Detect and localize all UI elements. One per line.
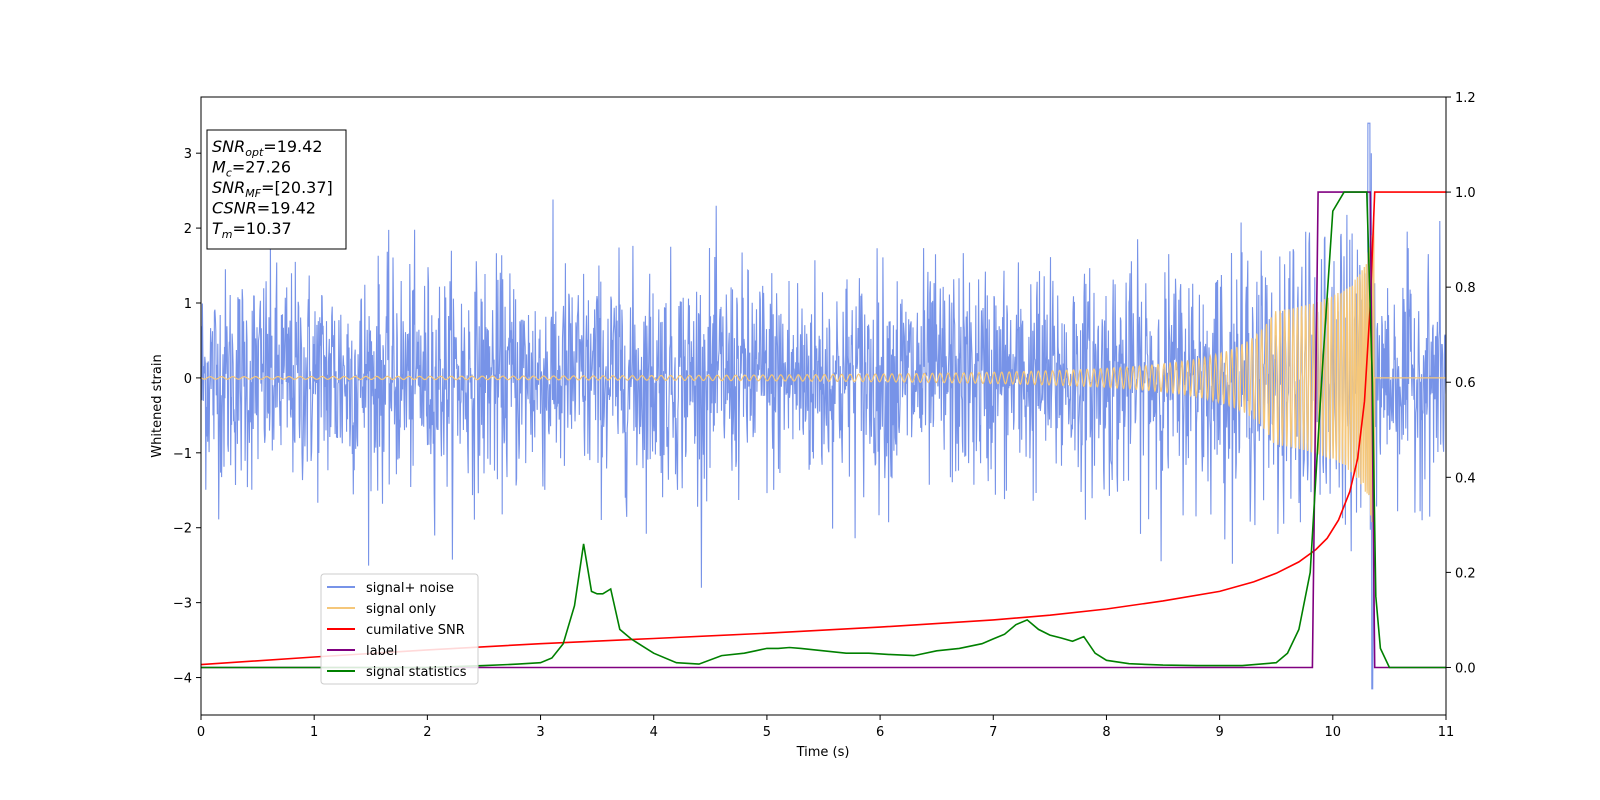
right-y-axis: 0.0 0.2 0.4 0.6 0.8 1.0 1.2 — [1446, 91, 1476, 676]
x-tick-label: 11 — [1438, 725, 1455, 740]
right-y-tick-label: 0.6 — [1455, 376, 1476, 391]
series-line-signal-noise — [201, 122, 1446, 690]
info-symbol: M — [212, 158, 226, 177]
right-y-tick-label: 0.0 — [1455, 661, 1476, 676]
info-subscript: m — [222, 228, 233, 241]
info-symbol: SNR — [212, 178, 245, 197]
x-tick-label: 1 — [310, 725, 318, 740]
info-subscript: MF — [245, 187, 261, 200]
left-y-tick-label: 3 — [184, 147, 192, 162]
info-line: Mc=27.26 — [212, 158, 291, 180]
x-tick-label: 10 — [1325, 725, 1342, 740]
x-tick-label: 9 — [1215, 725, 1223, 740]
right-y-tick-label: 1.2 — [1455, 91, 1476, 106]
x-tick-label: 2 — [423, 725, 431, 740]
info-symbol: SNR — [212, 137, 245, 156]
legend-item-label: cumilative SNR — [366, 623, 465, 638]
x-tick-label: 6 — [876, 725, 884, 740]
info-value: =27.26 — [232, 158, 291, 177]
left-y-tick-label: 2 — [184, 222, 192, 237]
legend-frame — [320, 573, 479, 685]
legend-item-label: signal only — [366, 602, 436, 617]
info-subscript: c — [226, 167, 232, 180]
left-y-tick-label: −1 — [173, 447, 192, 462]
info-box: SNRopt=19.42Mc=27.26SNRMF=[20.37]CSNR=19… — [206, 129, 347, 250]
info-box-frame — [206, 129, 347, 250]
plot-frame — [200, 96, 1447, 716]
left-y-axis: −4 −3 −2 −1 0 1 2 3 — [173, 147, 201, 687]
info-line: CSNR=19.42 — [212, 199, 316, 218]
series-layer — [201, 122, 1446, 690]
info-value: =[20.37] — [261, 178, 333, 197]
x-tick-label: 0 — [197, 725, 205, 740]
info-value: =10.37 — [233, 219, 292, 238]
right-y-tick-label: 1.0 — [1455, 186, 1476, 201]
left-y-tick-label: −2 — [173, 522, 192, 537]
x-tick-label: 4 — [650, 725, 658, 740]
x-axis: 0 1 2 3 4 5 6 7 8 9 10 11 — [197, 715, 1454, 740]
info-line: SNRopt=19.42 — [212, 137, 323, 159]
series-line-signal-statistics — [201, 191, 1446, 669]
right-y-tick-label: 0.2 — [1455, 566, 1476, 581]
right-y-tick-label: 0.8 — [1455, 281, 1476, 296]
series-line-cumilative-snr — [201, 191, 1446, 666]
left-y-tick-label: −4 — [173, 672, 192, 687]
x-tick-label: 7 — [989, 725, 997, 740]
left-y-tick-label: −3 — [173, 597, 192, 612]
info-subscript: opt — [245, 146, 264, 159]
legend-item-label: signal+ noise — [366, 581, 454, 596]
y-axis-label: Whitened strain — [150, 354, 165, 457]
info-value: =19.42 — [263, 137, 322, 156]
x-tick-label: 8 — [1102, 725, 1110, 740]
info-symbol: T — [212, 219, 223, 238]
info-line: SNRMF=[20.37] — [212, 178, 333, 200]
series-line-signal-only — [201, 212, 1446, 543]
right-y-tick-label: 0.4 — [1455, 471, 1476, 486]
x-tick-label: 3 — [536, 725, 544, 740]
info-value: =19.42 — [257, 199, 316, 218]
info-symbol: CSNR — [212, 199, 257, 218]
legend-item-label: signal statistics — [366, 665, 467, 680]
x-tick-label: 5 — [763, 725, 771, 740]
legend-item-label: label — [366, 644, 397, 659]
left-y-tick-label: 1 — [184, 297, 192, 312]
left-y-tick-label: 0 — [184, 372, 192, 387]
legend: signal+ noise signal only cumilative SNR la… — [320, 573, 479, 685]
info-line: Tm=10.37 — [212, 219, 292, 241]
x-axis-label: Time (s) — [796, 745, 850, 760]
